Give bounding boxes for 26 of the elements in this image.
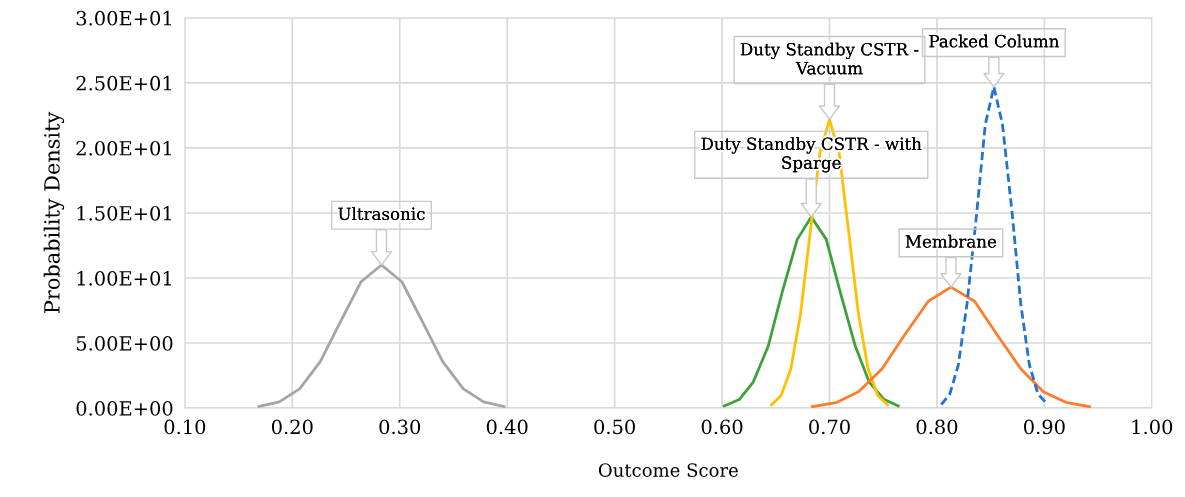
line-series [257, 263, 506, 408]
annotation: Membrane [905, 234, 997, 248]
y-tick-label: 1.00E+01 [77, 270, 171, 286]
x-tick-label: 0.60 [701, 419, 743, 435]
line-series [810, 285, 1091, 409]
x-tick-label: 0.40 [486, 419, 528, 435]
y-tick-label: 5.00E+00 [76, 335, 173, 351]
annotation: Packed Column [929, 34, 1059, 48]
y-tick-label: 2.50E+01 [76, 75, 171, 91]
y-axis-title: Probability Density [43, 111, 65, 313]
x-tick-label: 0.70 [809, 419, 850, 435]
y-tick-label: 3.00E+01 [76, 10, 171, 26]
annotation: Ultrasonic [338, 207, 425, 221]
x-axis-title: Outcome Score [598, 463, 738, 477]
y-tick-label: 2.00E+01 [76, 140, 171, 156]
x-tick-label: 0.10 [164, 419, 206, 435]
x-tick-label: 0.90 [1024, 419, 1065, 435]
x-tick-label: 0.50 [594, 419, 635, 435]
x-tick-label: 0.20 [271, 419, 313, 435]
x-tick-label: 1.00 [1132, 419, 1173, 435]
y-tick-label: 1.50E+01 [77, 205, 171, 221]
y-tick-label: 0.00E+00 [76, 400, 173, 416]
x-tick-label: 0.30 [379, 419, 421, 435]
x-tick-label: 0.80 [916, 419, 958, 435]
line-series [722, 215, 900, 408]
annotation: Duty Standby CSTR - Vacuum [740, 42, 919, 75]
